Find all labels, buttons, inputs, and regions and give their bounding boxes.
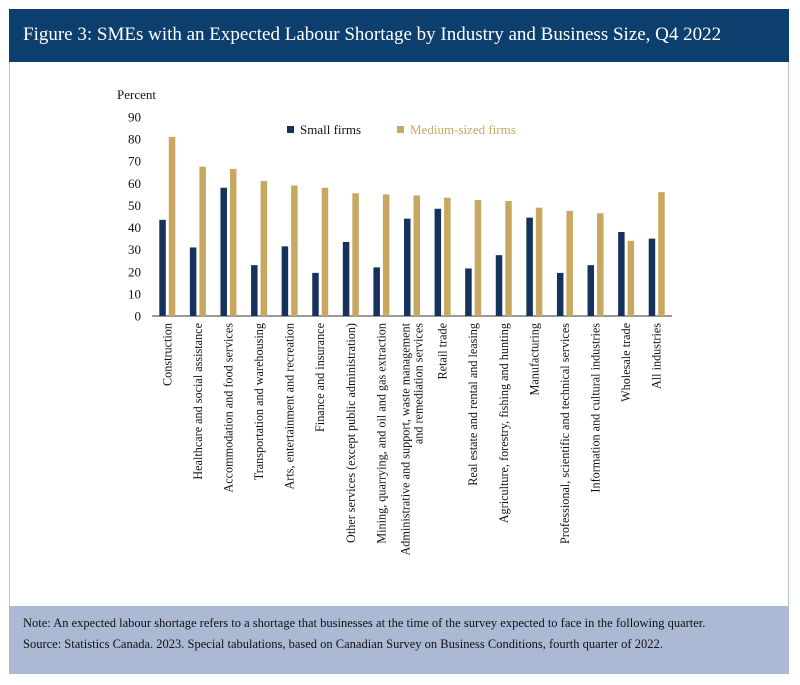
y-tick-label: 10 xyxy=(128,286,141,301)
bar-small-firms xyxy=(220,187,227,316)
bar-small-firms xyxy=(648,238,656,316)
bar-medium-firms xyxy=(566,210,573,316)
bar-medium-firms xyxy=(535,207,543,316)
bar-small-firms xyxy=(495,255,503,316)
bar-medium-firms xyxy=(352,193,359,316)
x-category-label: Construction xyxy=(160,323,174,386)
bar-medium-firms xyxy=(413,195,420,316)
bar-small-firms xyxy=(342,241,350,316)
footer-source: Source: Statistics Canada. 2023. Special… xyxy=(23,637,663,651)
bar-medium-firms xyxy=(505,201,512,316)
x-category-label-line: Professional, scientific and technical s… xyxy=(558,323,572,544)
x-category-label: Administrative and support, waste manage… xyxy=(399,322,426,555)
y-axis: 0 10 20 30 40 50 60 70 80 90 xyxy=(128,110,141,324)
legend-swatch xyxy=(287,126,294,133)
x-category-label-line: Manufacturing xyxy=(527,323,541,395)
bar-medium-firms xyxy=(168,136,176,316)
figure-footer: Note: An expected labour shortage refers… xyxy=(9,606,789,674)
bar-small-firms xyxy=(159,219,166,316)
x-category-label-line: Arts, entertainment and recreation xyxy=(283,323,297,490)
legend-label: Small firms xyxy=(300,122,361,137)
x-category-label: Wholesale trade xyxy=(619,323,633,402)
bar-small-firms xyxy=(465,268,472,316)
bar-small-firms xyxy=(526,217,533,316)
x-category-label-line: Wholesale trade xyxy=(619,323,633,402)
legend-swatch xyxy=(397,126,404,133)
x-axis-labels: Construction Healthcare and social assist… xyxy=(160,322,663,555)
bar-medium-firms xyxy=(444,197,451,316)
x-category-label-line: and remediation services xyxy=(412,323,426,444)
x-category-label-line: Transportation and warehousing xyxy=(252,323,266,480)
figure-header: Figure 3: SMEs with an Expected Labour S… xyxy=(9,9,789,62)
x-category-label-line: Agriculture, forestry, fishing and hunti… xyxy=(497,323,511,523)
x-category-label: Transportation and warehousing xyxy=(252,323,266,480)
bar-medium-firms xyxy=(474,199,482,316)
bar-medium-firms xyxy=(597,213,604,316)
y-tick-label: 50 xyxy=(128,198,141,213)
x-category-label-line: Retail trade xyxy=(436,323,450,380)
x-category-label: Real estate and rental and leasing xyxy=(466,323,480,486)
bar-small-firms xyxy=(556,272,564,316)
x-category-label: Manufacturing xyxy=(527,323,541,395)
x-category-label-line: Construction xyxy=(160,323,174,386)
bar-small-firms xyxy=(251,265,258,316)
y-tick-label: 90 xyxy=(128,110,141,125)
x-category-label: Other services (except public administra… xyxy=(344,323,358,543)
bar-small-firms xyxy=(312,272,319,316)
x-category-label: Professional, scientific and technical s… xyxy=(558,323,572,544)
x-category-label: Agriculture, forestry, fishing and hunti… xyxy=(497,323,511,523)
x-category-label: Accommodation and food services xyxy=(221,323,235,493)
bar-chart: Percent 0 10 20 30 40 50 60 70 80 90 Construction… xyxy=(117,87,672,556)
x-category-label: Information and cultural industries xyxy=(589,323,603,493)
x-category-label-line: Administrative and support, waste manage… xyxy=(399,322,413,555)
bar-small-firms xyxy=(404,218,411,316)
y-tick-label: 0 xyxy=(135,309,142,324)
bar-medium-firms xyxy=(199,166,206,316)
bar-small-firms xyxy=(189,247,197,316)
legend: Small firms Medium-sized firms xyxy=(287,122,516,137)
bar-medium-firms xyxy=(658,192,665,316)
x-category-label-line: Finance and insurance xyxy=(313,323,327,432)
bar-small-firms xyxy=(618,231,625,316)
x-category-label-line: Information and cultural industries xyxy=(589,323,603,493)
x-category-label-line: All industries xyxy=(650,323,664,389)
x-category-label: Finance and insurance xyxy=(313,323,327,432)
x-category-label-line: Healthcare and social assistance xyxy=(191,323,205,480)
y-tick-label: 60 xyxy=(128,176,141,191)
bar-small-firms xyxy=(587,265,595,316)
bar-medium-firms xyxy=(260,181,268,316)
bar-small-firms xyxy=(373,267,380,316)
bar-medium-firms xyxy=(321,187,329,316)
x-category-label: Arts, entertainment and recreation xyxy=(283,323,297,490)
legend-label: Medium-sized firms xyxy=(410,122,516,137)
figure-title: Figure 3: SMEs with an Expected Labour S… xyxy=(23,24,722,45)
bar-medium-firms xyxy=(382,194,390,316)
y-tick-label: 70 xyxy=(128,154,141,169)
x-category-label-line: Mining, quarrying, and oil and gas extra… xyxy=(374,323,388,544)
bar-medium-firms xyxy=(627,240,635,316)
bar-medium-firms xyxy=(291,185,298,316)
y-tick-label: 80 xyxy=(128,132,141,147)
bar-small-firms xyxy=(434,208,442,316)
x-category-label: All industries xyxy=(650,323,664,389)
bar-small-firms xyxy=(281,246,289,316)
x-category-label: Healthcare and social assistance xyxy=(191,323,205,480)
y-tick-label: 30 xyxy=(128,242,141,257)
x-category-label-line: Accommodation and food services xyxy=(221,323,235,493)
bar-medium-firms xyxy=(229,168,237,316)
y-axis-title: Percent xyxy=(117,87,156,102)
x-category-label: Retail trade xyxy=(436,323,450,380)
y-tick-label: 40 xyxy=(128,220,141,235)
x-category-label: Mining, quarrying, and oil and gas extra… xyxy=(374,323,388,544)
y-tick-label: 20 xyxy=(128,264,141,279)
bars xyxy=(159,136,665,316)
x-category-label-line: Real estate and rental and leasing xyxy=(466,323,480,486)
footer-note: Note: An expected labour shortage refers… xyxy=(23,616,706,630)
x-category-label-line: Other services (except public administra… xyxy=(344,323,358,543)
